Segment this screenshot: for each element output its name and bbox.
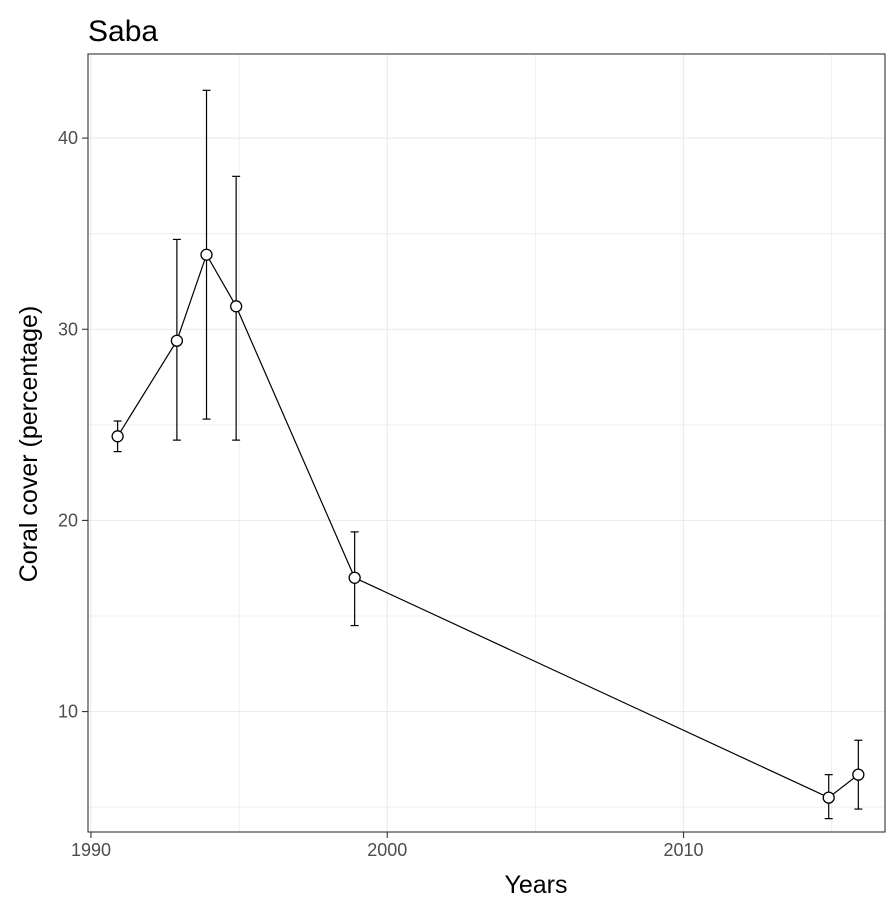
data-point (852, 768, 865, 781)
data-point (200, 248, 213, 261)
y-tick-label: 40 (58, 128, 78, 148)
chart-title: Saba (88, 15, 158, 48)
grid-layer (88, 54, 885, 832)
x-axis-title: Years (504, 871, 567, 899)
y-tick-label: 20 (58, 510, 78, 530)
y-tick-label: 30 (58, 319, 78, 339)
data-point (822, 791, 835, 804)
y-axis-title: Coral cover (percentage) (15, 306, 43, 583)
x-tick-label: 2010 (664, 840, 704, 860)
data-point (111, 430, 124, 443)
series-layer (111, 89, 865, 820)
x-tick-label: 2000 (367, 840, 407, 860)
panel-border (87, 53, 886, 833)
data-point (348, 571, 361, 584)
axis-layer (82, 53, 886, 838)
x-tick-label: 1990 (71, 840, 111, 860)
y-tick-label: 10 (58, 702, 78, 722)
data-point (170, 334, 184, 347)
data-point (229, 300, 243, 313)
